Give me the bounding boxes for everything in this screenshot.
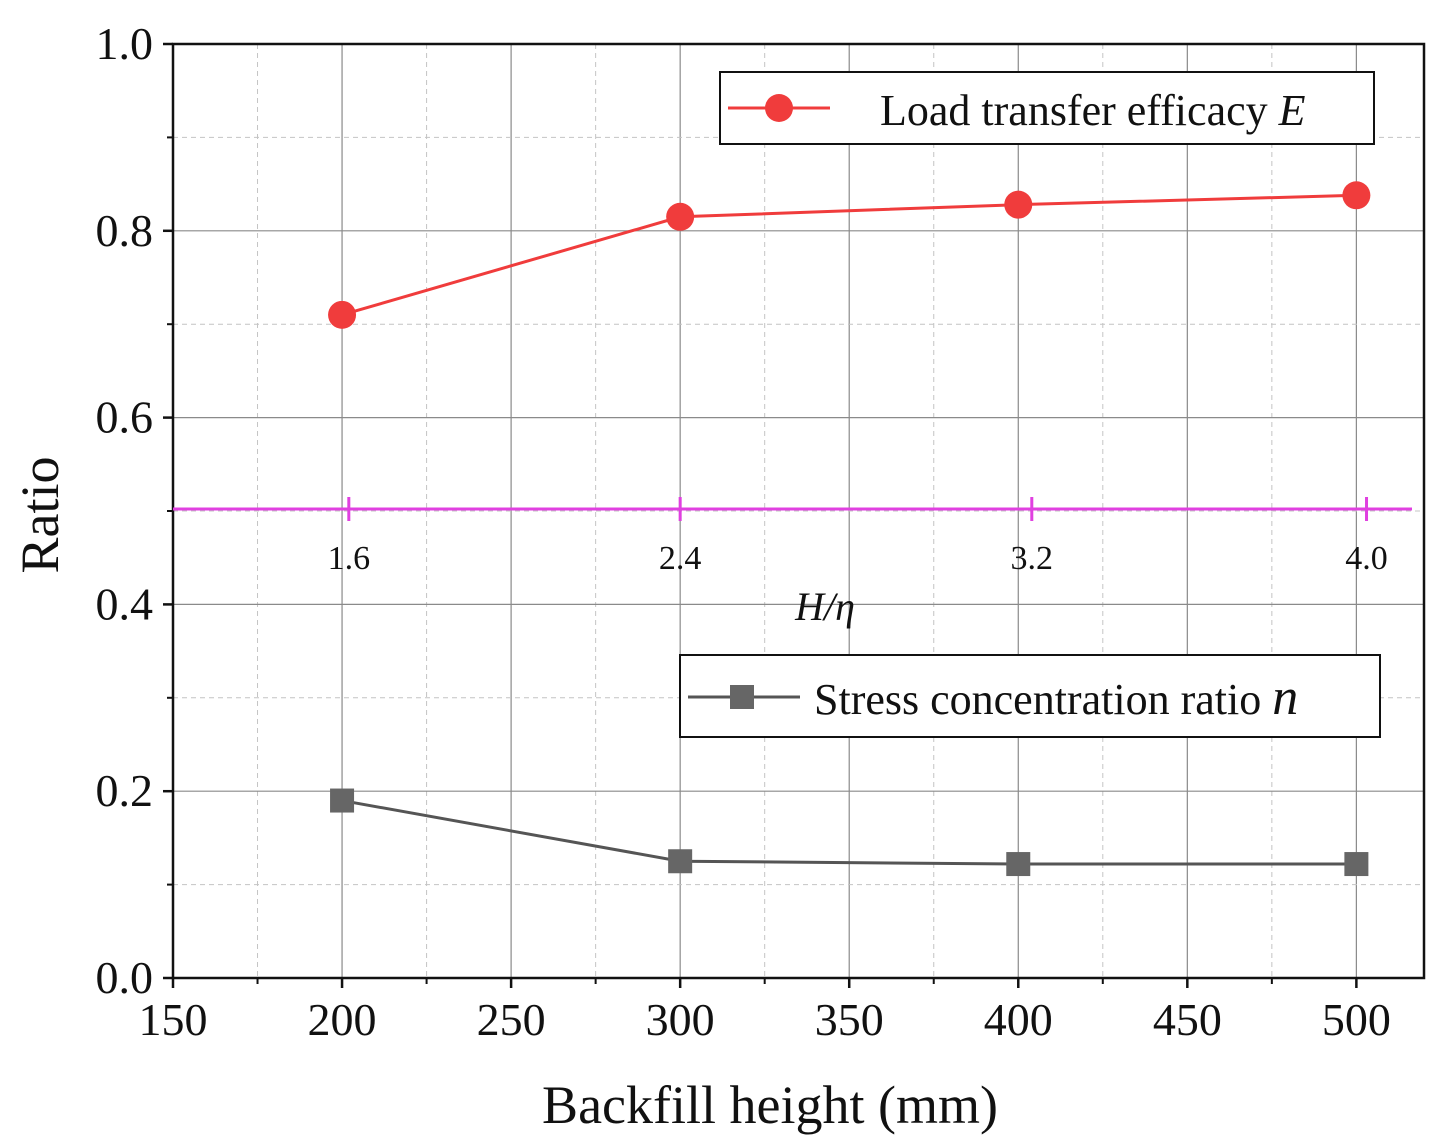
- x-tick-label: 250: [477, 994, 546, 1045]
- x-tick-label: 400: [984, 994, 1053, 1045]
- data-point-circle: [1004, 190, 1033, 219]
- y-tick-label: 0.4: [96, 578, 154, 629]
- data-point-circle: [328, 300, 357, 329]
- x-tick-label: 200: [308, 994, 377, 1045]
- legend-circle-marker: [765, 94, 793, 122]
- x-axis-title: Backfill height (mm): [542, 1075, 998, 1135]
- data-point-circle: [666, 202, 695, 231]
- axes: 150 200 250 300 350 400 450 500 0.0 0.2 0.4 0.6 0.8 1…: [96, 18, 1391, 1045]
- y-tick-label: 0.6: [96, 392, 154, 443]
- secondary-tick-label: 1.6: [328, 540, 371, 577]
- y-tick-label: 0.0: [96, 952, 154, 1003]
- legend-label-stress: Stress concentration ratio n: [814, 669, 1298, 726]
- y-tick-label: 0.2: [96, 765, 154, 816]
- y-tick-label: 1.0: [96, 18, 154, 69]
- x-tick-label: 500: [1322, 994, 1391, 1045]
- x-tick-label: 450: [1153, 994, 1222, 1045]
- legend-stress-concentration: Stress concentration ratio n: [679, 654, 1381, 738]
- data-point-square: [330, 788, 355, 813]
- grid: [173, 44, 1424, 978]
- legend-label-load: Load transfer efficacy E: [880, 86, 1306, 135]
- x-tick-label: 350: [815, 994, 884, 1045]
- x-tick-label: 150: [139, 994, 208, 1045]
- secondary-tick-label: 2.4: [659, 540, 702, 577]
- x-tick-label: 300: [646, 994, 715, 1045]
- data-point-square: [1344, 852, 1369, 877]
- y-tick-label: 0.8: [96, 205, 154, 256]
- series-layer: [328, 181, 1371, 877]
- series-line-1: [341, 799, 1357, 866]
- data-point-circle: [1342, 181, 1371, 210]
- data-point-square: [668, 849, 693, 874]
- secondary-tick-label: 3.2: [1011, 540, 1054, 577]
- secondary-axis: 1.6 2.4 3.2 4.0: [173, 497, 1412, 577]
- legend-square-marker: [730, 685, 754, 709]
- secondary-axis-title: H/η: [794, 584, 855, 629]
- y-axis-title: Ratio: [10, 457, 70, 574]
- legend-load-transfer: Load transfer efficacy E: [719, 71, 1375, 145]
- series-line-0: [341, 193, 1357, 317]
- data-point-square: [1006, 852, 1031, 877]
- secondary-tick-label: 4.0: [1345, 540, 1388, 577]
